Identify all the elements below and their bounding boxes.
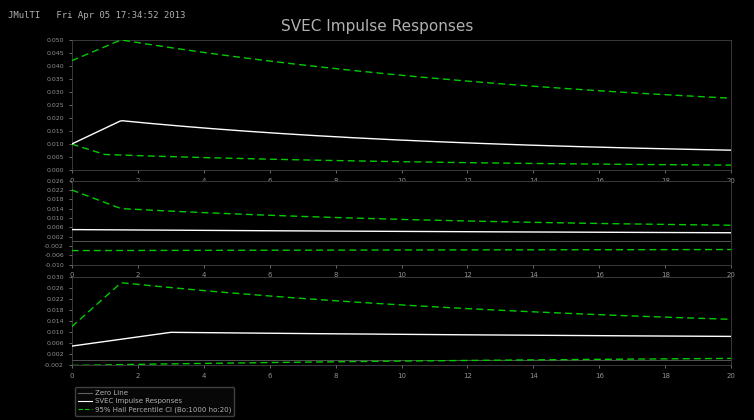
Text: JMulTI   Fri Apr 05 17:34:52 2013: JMulTI Fri Apr 05 17:34:52 2013 [8,10,185,19]
Text: SVEC Impulse Responses: SVEC Impulse Responses [280,19,474,34]
Legend: Zero Line, SVEC Impulse Responses, 95% Hall Percentile CI (Bo:1000 ho:20): Zero Line, SVEC Impulse Responses, 95% H… [75,388,234,416]
